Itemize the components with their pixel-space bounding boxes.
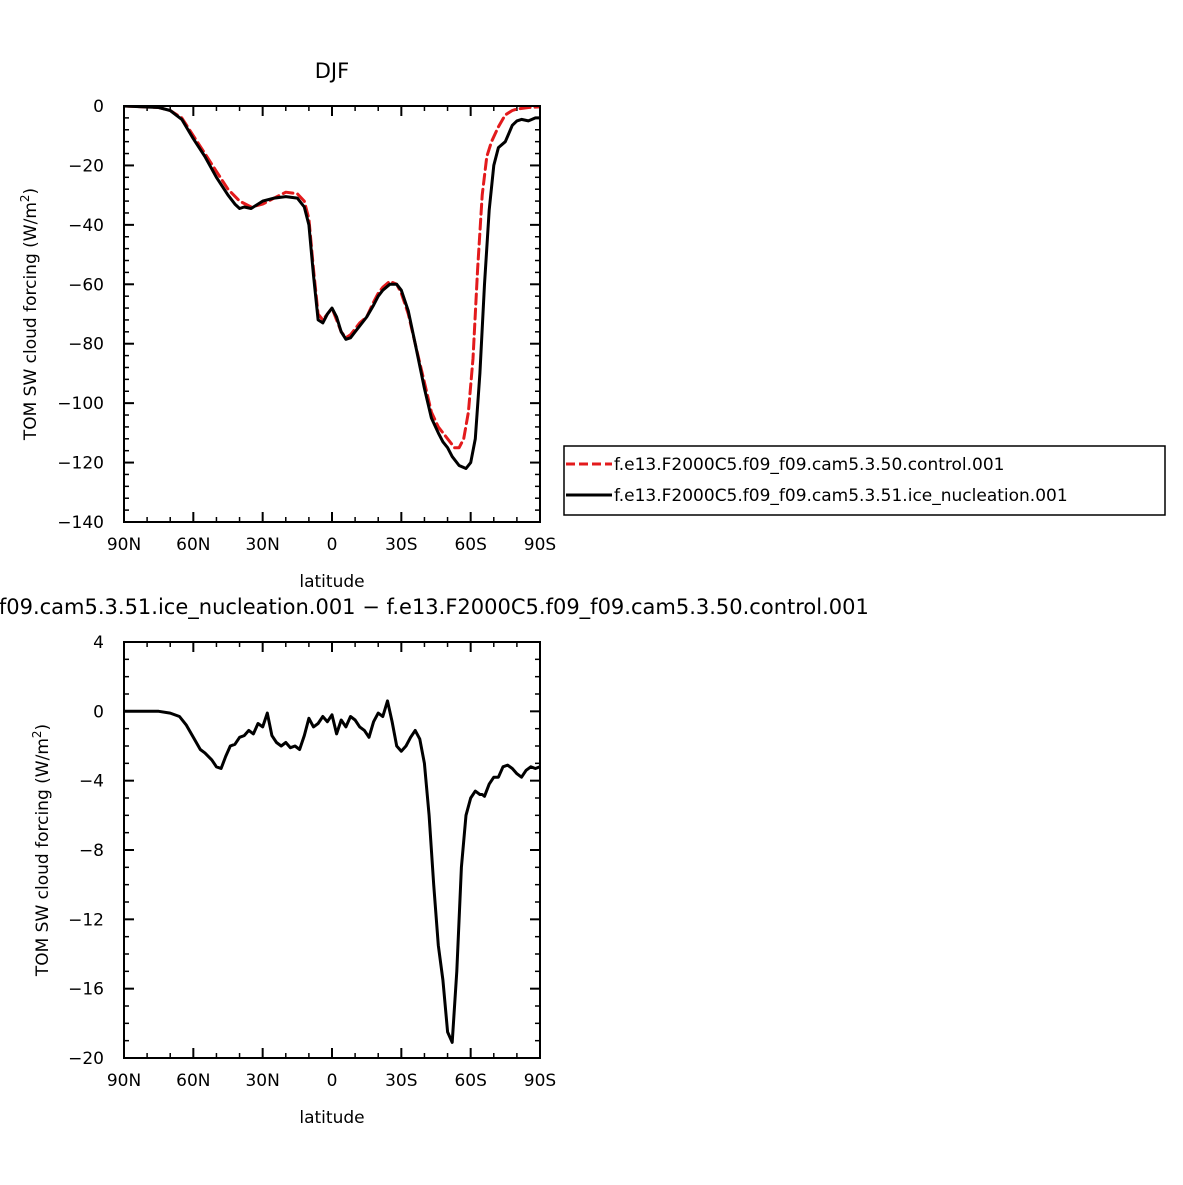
- y-tick-label: −20: [68, 156, 104, 176]
- difference-cloud-forcing-chart: f.e13.F2000C5.f09_f09.cam5.3.51.ice_nucl…: [0, 595, 869, 1128]
- y-axis-label-tail: ): [33, 724, 53, 731]
- x-tick-label: 90S: [524, 535, 556, 555]
- y-tick-label: −8: [79, 841, 104, 861]
- x-axis-label: latitude: [299, 572, 364, 592]
- series-line-difference: [124, 699, 540, 1044]
- chart-title: f.e13.F2000C5.f09_f09.cam5.3.51.ice_nucl…: [0, 595, 869, 620]
- legend-label-control: f.e13.F2000C5.f09_f09.cam5.3.50.control.…: [614, 455, 1005, 475]
- x-tick-label: 90N: [107, 535, 141, 555]
- x-tick-label: 0: [327, 535, 338, 555]
- y-tick-label: −16: [68, 980, 104, 1000]
- axis-ticks: 90N 60N 30N 0 30S 60S 90S 0 −20 −40 −60 −80 −100 −120…: [57, 97, 556, 555]
- x-tick-label: 30S: [385, 1071, 417, 1091]
- plot-frame: [123, 641, 541, 1059]
- y-tick-label: −20: [68, 1049, 104, 1069]
- legend-label-ice-nucleation: f.e13.F2000C5.f09_f09.cam5.3.51.ice_nucl…: [614, 486, 1068, 506]
- legend: f.e13.F2000C5.f09_f09.cam5.3.50.control.…: [563, 445, 1166, 516]
- y-axis-label-main: TOM SW cloud forcing (W/m: [21, 202, 41, 441]
- y-tick-label: 0: [93, 97, 104, 117]
- y-tick-label: 4: [93, 633, 104, 653]
- axis-ticks: 90N 60N 30N 0 30S 60S 90S 4 0 −4 −8 −12 −16 −20: [68, 633, 556, 1091]
- djf-cloud-forcing-chart: DJF 90N 60N 30N 0 30S 60S 90S 0 −20 −40 −60 −80 −100…: [18, 59, 1166, 592]
- y-tick-label: −80: [68, 335, 104, 355]
- y-tick-label: −40: [68, 216, 104, 236]
- x-tick-label: 60S: [454, 1071, 486, 1091]
- series-lines: [124, 699, 540, 1044]
- x-tick-label: 30S: [385, 535, 417, 555]
- y-axis-label: TOM SW cloud forcing (W/m2): [18, 188, 41, 441]
- y-axis-label-main: TOM SW cloud forcing (W/m: [33, 738, 53, 977]
- x-tick-label: 0: [327, 1071, 338, 1091]
- y-tick-label: −140: [57, 513, 104, 533]
- y-tick-label: −12: [68, 910, 104, 930]
- x-tick-label: 60S: [454, 535, 486, 555]
- y-tick-label: 0: [93, 702, 104, 722]
- x-tick-label: 60N: [176, 1071, 210, 1091]
- chart-title: DJF: [315, 59, 349, 83]
- x-tick-label: 30N: [245, 1071, 279, 1091]
- legend-box: [563, 445, 1166, 516]
- x-tick-label: 90N: [107, 1071, 141, 1091]
- y-axis-label-sup: 2: [18, 194, 32, 202]
- x-tick-label: 30N: [245, 535, 279, 555]
- series-lines: [124, 106, 540, 470]
- plot-frame: [123, 105, 541, 523]
- y-tick-label: −120: [57, 454, 104, 474]
- y-tick-label: −60: [68, 275, 104, 295]
- y-tick-label: −100: [57, 394, 104, 414]
- y-axis-label-tail: ): [21, 188, 41, 195]
- x-tick-label: 60N: [176, 535, 210, 555]
- series-line-ice-nucleation: [124, 106, 540, 470]
- x-axis-label: latitude: [299, 1108, 364, 1128]
- y-axis-label-sup: 2: [30, 730, 44, 738]
- y-tick-label: −4: [79, 772, 104, 792]
- y-axis-label: TOM SW cloud forcing (W/m2): [30, 724, 53, 977]
- x-tick-label: 90S: [524, 1071, 556, 1091]
